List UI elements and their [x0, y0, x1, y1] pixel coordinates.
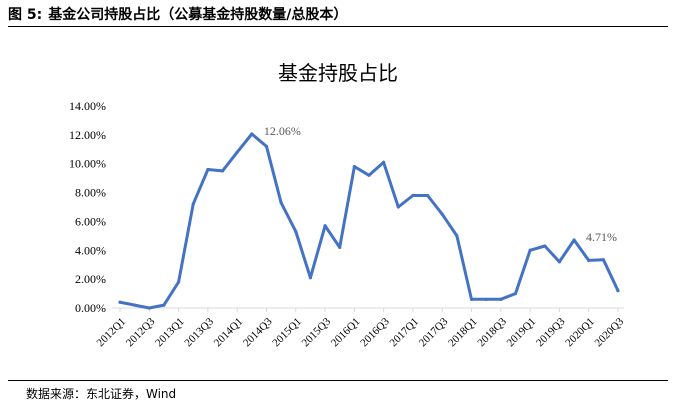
data-point	[294, 229, 298, 234]
data-point	[455, 234, 459, 238]
data-point	[308, 276, 313, 280]
y-tick-label: 2.00%	[75, 272, 106, 286]
data-point	[220, 169, 225, 173]
data-point	[162, 303, 166, 307]
data-point	[279, 201, 283, 205]
x-tick-label: 2017Q3	[417, 315, 451, 349]
data-point	[191, 202, 195, 206]
data-point	[264, 144, 269, 148]
y-tick-label: 12.00%	[69, 128, 106, 142]
caption-divider	[8, 26, 668, 27]
x-tick-label: 2012Q3	[124, 315, 158, 349]
data-point	[484, 297, 488, 301]
data-label: 4.71%	[586, 230, 617, 244]
data-point	[352, 165, 356, 169]
figure-number: 图 5:	[8, 7, 43, 23]
data-point	[440, 212, 444, 216]
y-tick-label: 10.00%	[69, 157, 106, 171]
data-label: 12.06%	[264, 124, 301, 138]
figure-title: 基金公司持股占比（公募基金持股数量/总股本）	[48, 7, 348, 23]
x-tick-label: 2013Q1	[153, 316, 187, 350]
x-tick-label: 2019Q1	[505, 316, 539, 350]
data-point	[587, 258, 591, 262]
data-point	[499, 297, 503, 301]
x-tick-label: 2020Q3	[593, 315, 627, 349]
x-tick-label: 2014Q3	[241, 315, 275, 349]
x-tick-label: 2018Q1	[446, 316, 480, 350]
y-tick-label: 0.00%	[75, 301, 106, 315]
source-divider	[8, 380, 668, 381]
data-point	[557, 260, 562, 264]
x-tick-label: 2019Q3	[534, 315, 568, 349]
y-tick-label: 14.00%	[69, 99, 106, 113]
chart-title: 基金持股占比	[278, 61, 398, 85]
x-tick-label: 2015Q1	[270, 316, 304, 350]
source-note: 数据来源：东北证券，Wind	[26, 387, 177, 401]
x-tick-label: 2016Q1	[329, 316, 363, 350]
series-line-0	[118, 132, 620, 310]
data-point	[425, 193, 430, 198]
x-tick-label: 2020Q1	[563, 316, 597, 350]
data-point	[323, 224, 327, 228]
data-point	[469, 297, 474, 301]
data-point	[133, 303, 137, 307]
data-point	[206, 167, 210, 172]
x-tick-label: 2017Q1	[388, 316, 422, 350]
data-point	[411, 193, 415, 198]
data-point	[382, 160, 386, 164]
data-point	[572, 238, 576, 242]
x-tick-label: 2015Q3	[300, 315, 334, 349]
data-point	[235, 150, 239, 154]
x-axis: 2012Q12012Q32013Q12013Q32014Q12014Q32015…	[95, 307, 627, 350]
data-point	[176, 280, 181, 284]
y-axis: 0.00% 2.00% 4.00% 6.00% 8.00% 10.00% 12.00% 14.…	[69, 99, 106, 315]
y-tick-label: 4.00%	[75, 243, 106, 257]
data-point	[528, 248, 532, 252]
x-tick-label: 2013Q3	[182, 315, 216, 349]
data-point	[601, 258, 605, 262]
series-area	[118, 132, 620, 310]
data-point	[147, 306, 151, 310]
data-point	[250, 132, 254, 136]
data-point	[513, 291, 518, 296]
figure-caption: 图 5: 基金公司持股占比（公募基金持股数量/总股本）	[8, 4, 668, 26]
y-tick-label: 6.00%	[75, 214, 106, 228]
data-point	[118, 300, 122, 304]
x-tick-label: 2014Q1	[212, 316, 246, 350]
x-tick-label: 2018Q3	[475, 315, 509, 349]
x-tick-label: 2016Q3	[358, 315, 392, 349]
data-point	[616, 289, 620, 293]
data-point	[338, 245, 342, 249]
x-tick-label: 2012Q1	[95, 316, 129, 350]
annotations: 12.06% 4.71%	[264, 124, 617, 244]
data-point	[396, 205, 400, 209]
y-tick-label: 8.00%	[75, 186, 106, 200]
data-point	[367, 173, 371, 177]
data-point	[543, 244, 547, 248]
